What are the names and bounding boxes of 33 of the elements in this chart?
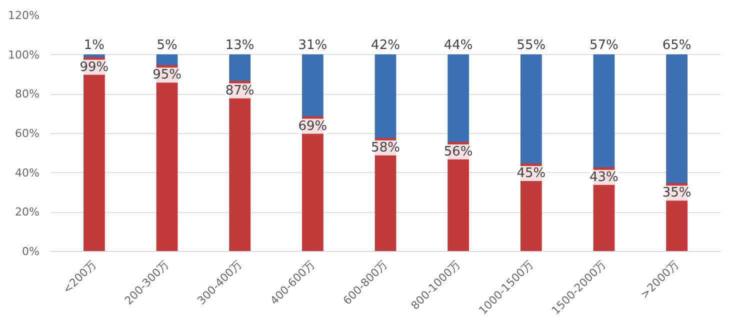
data-label: 13% [225, 38, 254, 53]
data-label: 87% [225, 83, 254, 98]
y-tick-label: 40% [15, 166, 40, 180]
data-label: 99% [80, 60, 109, 75]
data-label: 45% [516, 166, 546, 181]
data-label: 5% [156, 38, 178, 53]
data-label: 35% [662, 186, 692, 201]
bar [229, 54, 251, 81]
bar [374, 54, 396, 138]
data-label: 31% [298, 38, 328, 53]
data-label: 44% [444, 38, 473, 53]
data-label: 69% [298, 118, 328, 134]
bar [593, 54, 615, 168]
data-label: 65% [662, 38, 692, 53]
bar [302, 54, 324, 116]
bar [666, 54, 688, 184]
data-label: 57% [590, 38, 618, 53]
data-label: 55% [516, 38, 546, 53]
y-tick-label: 60% [15, 127, 40, 140]
y-tick-label: 100% [8, 48, 40, 62]
bar [520, 54, 542, 164]
data-label: 42% [371, 38, 400, 53]
y-tick-label: 80% [15, 88, 40, 101]
y-tick-label: 120% [8, 9, 40, 22]
bar [448, 54, 470, 142]
data-label: 56% [444, 144, 473, 160]
data-label: 58% [371, 140, 400, 156]
y-tick-label: 0% [22, 245, 40, 258]
y-tick-label: 20% [15, 206, 40, 219]
bar [156, 54, 178, 66]
data-label: 43% [590, 170, 618, 185]
data-label: 1% [84, 38, 105, 53]
data-label: 95% [152, 68, 182, 83]
